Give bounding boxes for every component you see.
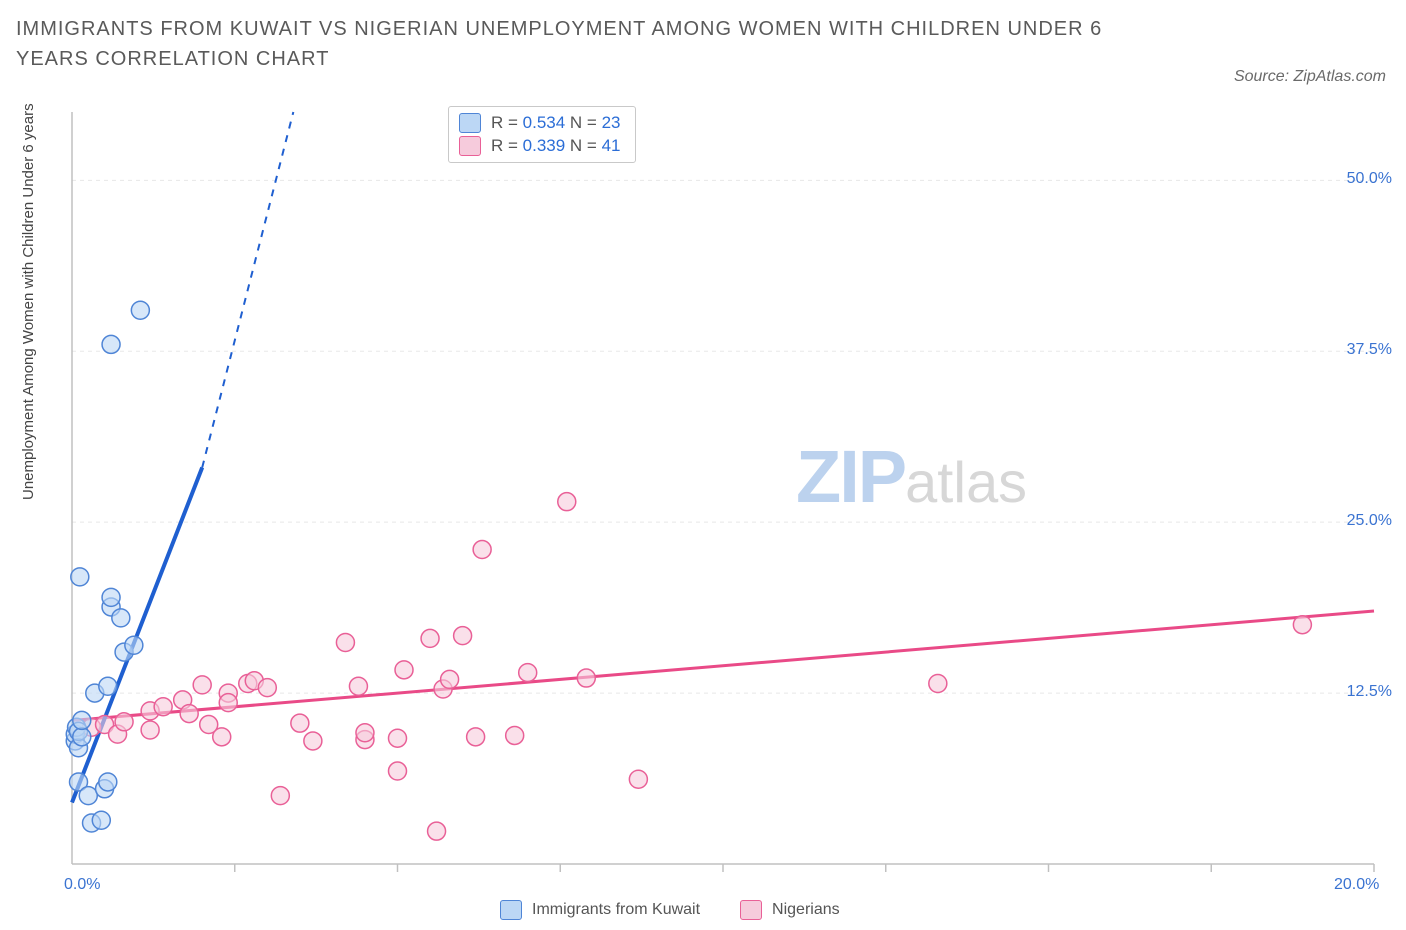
x-tick-label: 20.0%: [1334, 876, 1379, 894]
y-axis-title: Unemployment Among Women with Children U…: [20, 103, 37, 500]
y-tick-label: 37.5%: [1347, 341, 1392, 359]
legend-row: R = 0.339 N = 41: [459, 136, 621, 156]
correlation-legend: R = 0.534 N = 23 R = 0.339 N = 41: [448, 106, 636, 163]
legend-label: Immigrants from Kuwait: [532, 901, 700, 919]
legend-swatch: [459, 113, 481, 133]
chart-title: IMMIGRANTS FROM KUWAIT VS NIGERIAN UNEMP…: [16, 14, 1106, 74]
legend-stats: R = 0.339 N = 41: [491, 136, 621, 156]
legend-item: Nigerians: [740, 900, 840, 920]
legend-item: Immigrants from Kuwait: [500, 900, 700, 920]
series-legend: Immigrants from Kuwait Nigerians: [500, 900, 840, 920]
legend-swatch: [459, 136, 481, 156]
legend-swatch: [740, 900, 762, 920]
legend-swatch: [500, 900, 522, 920]
legend-label: Nigerians: [772, 901, 840, 919]
y-tick-label: 25.0%: [1347, 512, 1392, 530]
source-label: Source: ZipAtlas.com: [1234, 68, 1386, 86]
legend-stats: R = 0.534 N = 23: [491, 113, 621, 133]
y-tick-label: 12.5%: [1347, 683, 1392, 701]
x-tick-label: 0.0%: [64, 876, 100, 894]
legend-row: R = 0.534 N = 23: [459, 113, 621, 133]
y-tick-label: 50.0%: [1347, 170, 1392, 188]
scatter-chart: [46, 104, 1390, 904]
